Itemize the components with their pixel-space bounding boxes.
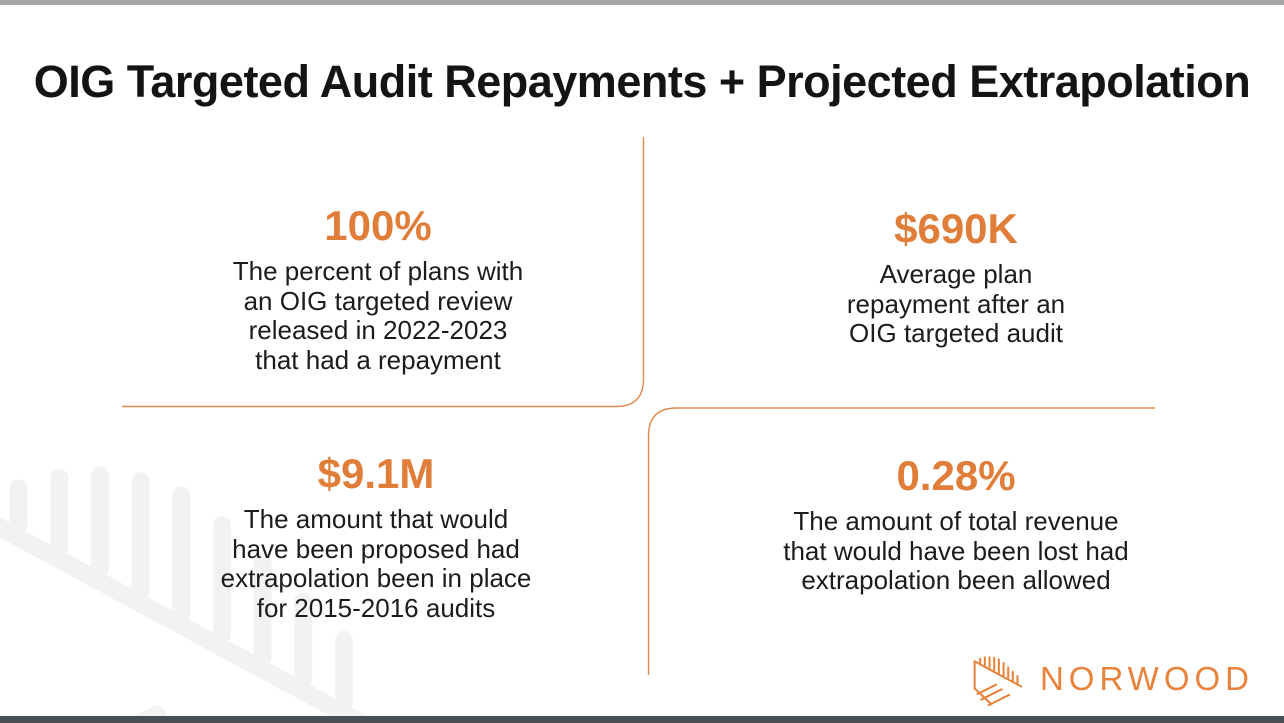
stat-value-average-repayment: $690K	[894, 205, 1018, 252]
stat-block-top-right: $690K Average plan repayment after an OI…	[736, 208, 1176, 349]
stat-description-proposed-amount: The amount that would have been proposed…	[220, 504, 532, 623]
norwood-logo: NORWOOD	[967, 653, 1254, 707]
stat-value-percent-plans: 100%	[324, 202, 432, 249]
stat-description-revenue-lost: The amount of total revenue that would h…	[783, 506, 1129, 595]
norwood-wordmark: NORWOOD	[1039, 659, 1254, 697]
stat-block-bottom-left: $9.1M The amount that would have been pr…	[156, 453, 596, 623]
norwood-leaf-icon	[973, 656, 1023, 707]
stat-description-average-repayment: Average plan repayment after an OIG targ…	[846, 259, 1066, 348]
stat-value-proposed-amount: $9.1M	[317, 450, 435, 497]
stat-description-percent-plans: The percent of plans with an OIG targete…	[232, 256, 524, 375]
top-accent-bar	[0, 0, 1284, 5]
stat-value-revenue-lost: 0.28%	[896, 452, 1016, 499]
slide-title: OIG Targeted Audit Repayments + Projecte…	[33, 56, 1251, 107]
bottom-footer-bar	[0, 716, 1284, 723]
stat-block-bottom-right: 0.28% The amount of total revenue that w…	[736, 455, 1176, 596]
stat-block-top-left: 100% The percent of plans with an OIG ta…	[158, 205, 598, 375]
